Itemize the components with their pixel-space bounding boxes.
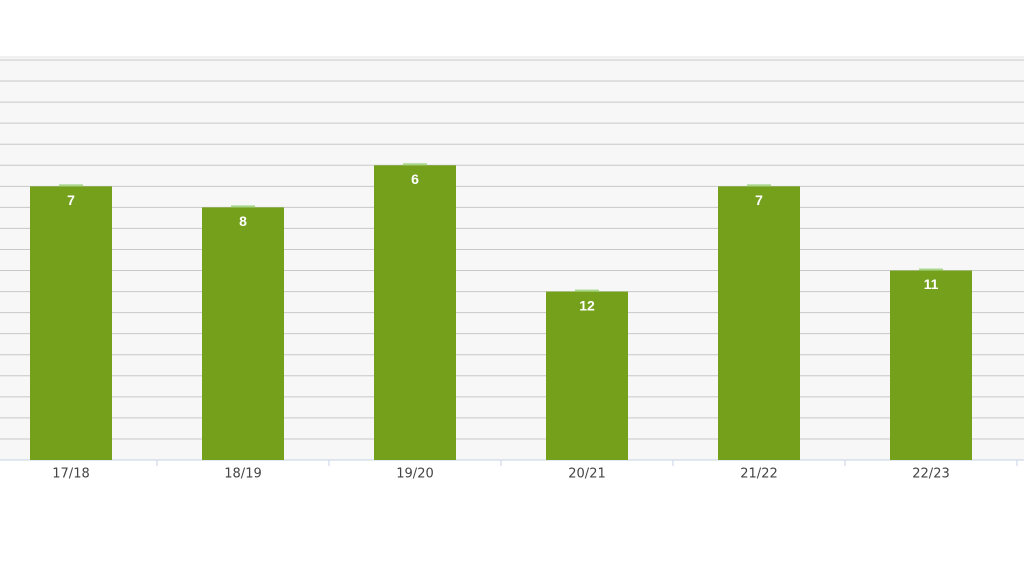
x-tick-label: 21/22	[740, 467, 777, 482]
value-label: 8	[239, 213, 247, 229]
x-tick-label: 17/18	[52, 467, 89, 482]
bar-cap	[403, 163, 427, 166]
value-label: 12	[579, 297, 595, 313]
x-tick-label: 19/20	[396, 467, 433, 482]
value-label: 6	[411, 171, 419, 187]
bar-cap	[575, 289, 599, 292]
bar	[890, 270, 972, 460]
value-label: 7	[755, 192, 763, 208]
bar	[202, 207, 284, 460]
bar-cap	[59, 184, 83, 187]
bar	[30, 186, 112, 460]
bar-cap	[747, 184, 771, 187]
bar-cap	[919, 268, 943, 271]
value-label: 11	[924, 276, 939, 292]
x-tick-label: 18/19	[224, 467, 261, 482]
bar	[546, 291, 628, 460]
bar-cap	[231, 205, 255, 208]
x-tick-label: 20/21	[568, 467, 605, 482]
x-tick-label: 22/23	[912, 467, 949, 482]
bar	[718, 186, 800, 460]
bar	[374, 165, 456, 460]
plot-background	[0, 57, 1024, 460]
value-label: 7	[67, 192, 75, 208]
